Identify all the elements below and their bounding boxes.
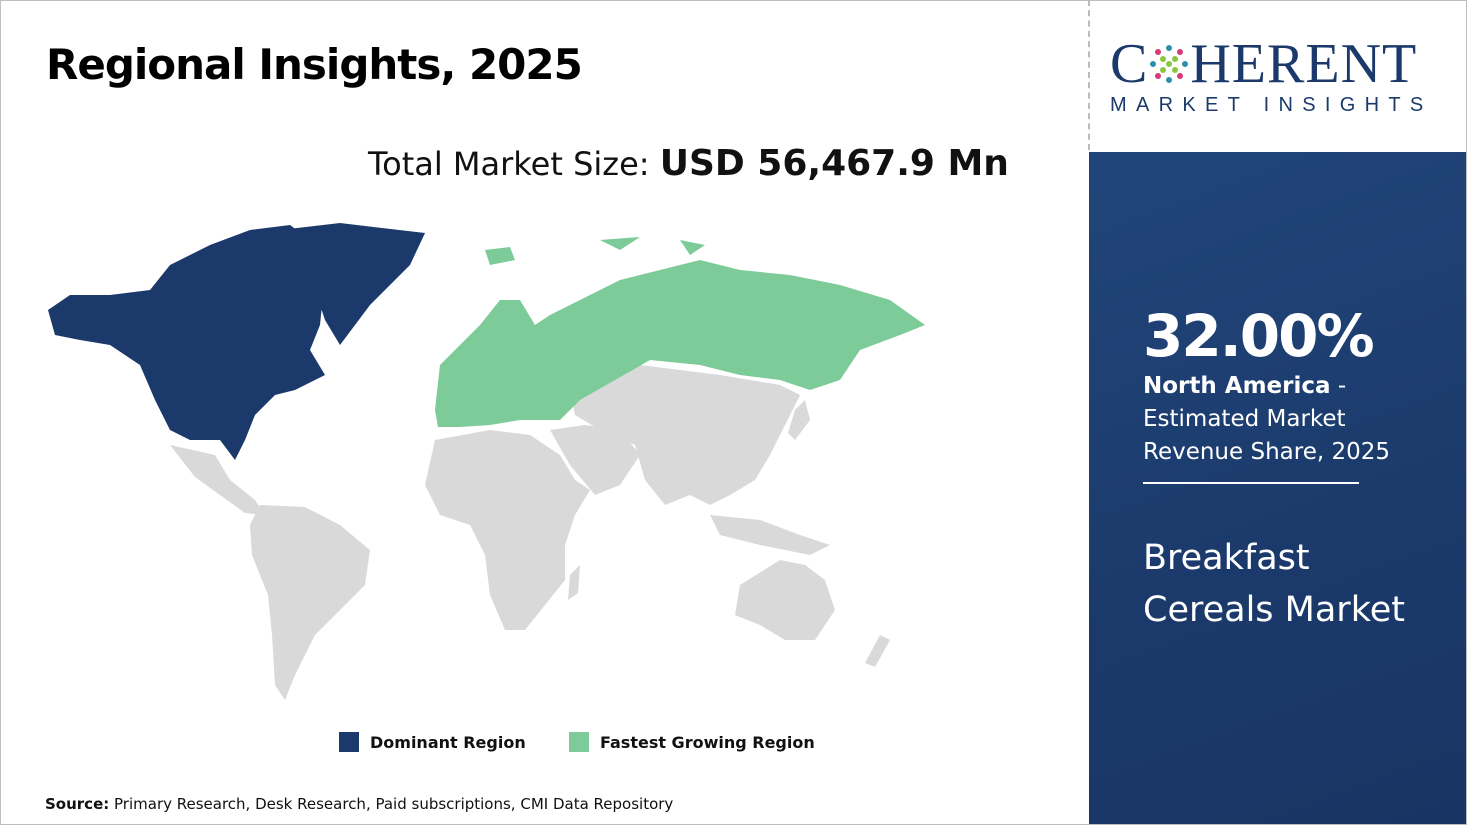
dominant-swatch [339, 732, 359, 752]
company-logo: C HERENT MARKET INSIGHTS [1110, 36, 1450, 117]
logo-tagline: MARKET INSIGHTS [1110, 94, 1433, 116]
legend-fastest: Fastest Growing Region [569, 732, 815, 752]
logo-line1: C HERENT [1110, 36, 1450, 92]
total-value: USD 56,467.9 Mn [659, 143, 1009, 184]
region-name: North America [1143, 373, 1331, 399]
market-line1: Breakfast [1143, 538, 1310, 578]
africa [425, 430, 590, 630]
australia [735, 560, 835, 640]
madagascar [568, 565, 580, 600]
legend-label: Fastest Growing Region [600, 732, 815, 752]
iceland [485, 247, 515, 265]
japan [788, 400, 810, 440]
se-asia-islands [710, 515, 830, 555]
north-america [48, 225, 325, 460]
arctic-islands [600, 237, 705, 255]
legend-dominant: Dominant Region [339, 732, 526, 752]
other-regions [170, 365, 890, 700]
asia [570, 365, 800, 505]
panel-rule [1143, 482, 1359, 484]
share-desc-text: - Estimated Market Revenue Share, 2025 [1143, 373, 1391, 465]
market-line2: Cereals Market [1143, 590, 1405, 630]
europe-russia [435, 260, 925, 427]
dominant-region-shape [48, 223, 425, 460]
central-america [170, 445, 265, 515]
logo-letter: C [1110, 33, 1149, 95]
total-label: Total Market Size: [368, 145, 650, 183]
share-description: North America - Estimated Market Revenue… [1143, 370, 1453, 469]
insight-panel: 32.00% North America - Estimated Market … [1089, 152, 1466, 824]
world-map [48, 223, 925, 700]
legend-label: Dominant Region [370, 732, 526, 752]
total-market-size: Total Market Size: USD 56,467.9 Mn [368, 143, 1009, 184]
logo-wordmark: HERENT [1190, 33, 1418, 95]
divider [1088, 0, 1090, 150]
middle-east [550, 425, 640, 495]
page-title: Regional Insights, 2025 [46, 40, 583, 89]
greenland [280, 223, 425, 345]
new-zealand [865, 635, 890, 667]
fastest-swatch [569, 732, 589, 752]
source-label: Source: [45, 795, 110, 813]
share-percent: 32.00% [1143, 302, 1375, 370]
market-name: Breakfast Cereals Market [1143, 532, 1405, 636]
source-text: Primary Research, Desk Research, Paid su… [109, 795, 674, 813]
fastest-growing-region-shape [435, 237, 925, 427]
logo-dots-icon [1150, 45, 1189, 83]
south-america [250, 505, 370, 700]
source-note: Source: Primary Research, Desk Research,… [45, 795, 673, 813]
